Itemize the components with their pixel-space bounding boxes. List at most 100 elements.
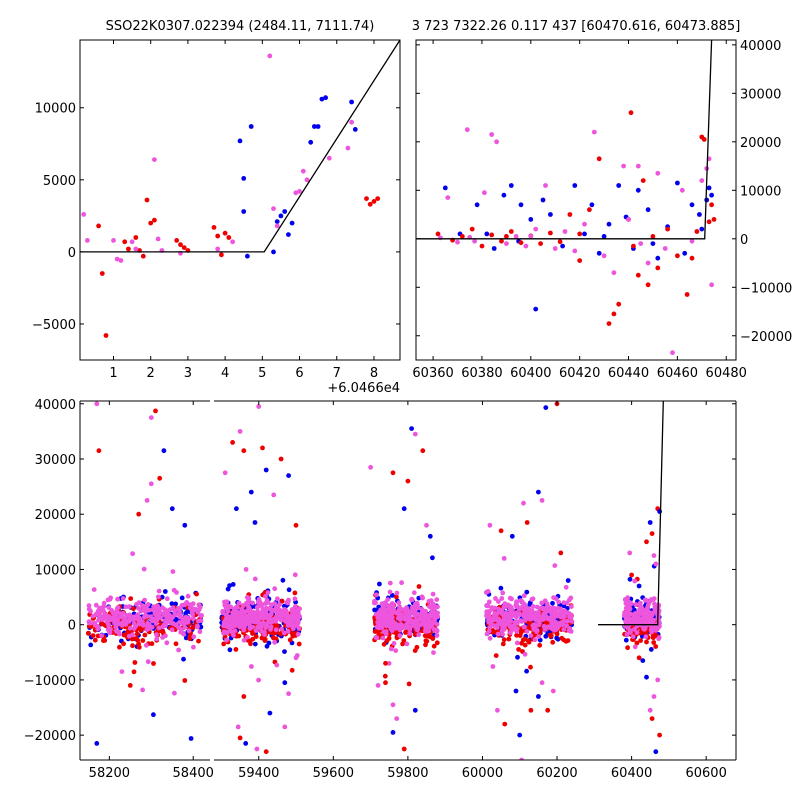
red-point (561, 637, 567, 643)
x-tick-label: 1 (109, 366, 117, 381)
pink-point (275, 596, 280, 602)
pink-point (270, 608, 276, 613)
pink-point (533, 226, 539, 232)
pink-point (142, 597, 148, 603)
pink-point (300, 168, 306, 174)
pink-point (486, 599, 492, 605)
y-tick-label: −5000 (32, 318, 76, 333)
red-point (371, 199, 377, 204)
red-point (701, 137, 707, 142)
red-point (498, 528, 504, 534)
pink-point (539, 680, 545, 686)
pink-point (501, 615, 507, 620)
pink-point (416, 632, 422, 638)
pink-point (490, 664, 496, 669)
pink-point (135, 612, 141, 617)
blue-point (543, 405, 549, 410)
y-tick-label: 5000 (43, 174, 76, 189)
pink-point (156, 588, 162, 594)
pink-point (644, 615, 649, 621)
pink-point (182, 624, 188, 630)
y-tick-label: 20000 (35, 508, 76, 523)
pink-point (141, 623, 146, 628)
red-point (95, 633, 101, 639)
pink-point (435, 610, 440, 616)
red-point (233, 647, 239, 652)
blue-point (631, 607, 637, 613)
red-point (144, 197, 150, 203)
pink-point (410, 618, 416, 624)
pink-point (414, 600, 420, 606)
blue-point (248, 489, 254, 495)
pink-point (522, 651, 528, 657)
pink-point (86, 606, 92, 612)
pink-point (427, 604, 432, 609)
blue-point (286, 232, 291, 238)
red-point (434, 640, 440, 646)
pink-point (230, 239, 236, 245)
red-point (293, 522, 299, 528)
pink-point (539, 498, 545, 503)
model-line (80, 40, 400, 253)
pink-point (255, 617, 261, 623)
red-point (655, 265, 661, 271)
pink-point (387, 589, 393, 595)
pink-point (482, 190, 487, 196)
red-point (526, 639, 532, 645)
pink-point (263, 593, 268, 599)
pink-point (112, 620, 117, 626)
pink-point (282, 609, 288, 615)
pink-point (288, 614, 293, 619)
red-point (504, 234, 509, 239)
pink-point (423, 627, 428, 633)
red-point (587, 207, 592, 213)
pink-point (487, 522, 493, 528)
x-tick-label: 60460 (657, 366, 698, 381)
pink-point (189, 610, 195, 615)
red-point (367, 201, 373, 207)
blue-point (181, 656, 186, 662)
pink-point (114, 256, 120, 262)
pink-point (396, 600, 402, 606)
blue-point (644, 674, 649, 680)
red-point (479, 243, 485, 249)
x-tick-label: 4 (221, 366, 229, 381)
red-point (226, 235, 232, 240)
pink-point (547, 615, 552, 621)
red-point (375, 196, 381, 202)
pink-point (297, 614, 302, 620)
y-tick-label: 40000 (35, 398, 76, 413)
pink-point (431, 610, 437, 616)
x-tick-label: 60200 (536, 766, 577, 781)
blue-point (241, 176, 247, 181)
pink-point (284, 615, 290, 621)
pink-point (514, 602, 519, 607)
pink-point (282, 724, 288, 730)
blue-point (442, 185, 448, 191)
red-point (520, 637, 526, 643)
pink-point (268, 611, 274, 617)
red-point (517, 633, 523, 638)
pink-point (140, 603, 145, 608)
pink-point (565, 618, 570, 624)
pink-point (225, 617, 230, 623)
blue-point (352, 126, 358, 132)
pink-point (243, 615, 249, 620)
blue-point (509, 533, 515, 539)
pink-point (494, 611, 500, 617)
pink-point (651, 617, 656, 623)
pink-point (430, 591, 436, 597)
blue-point (655, 255, 661, 261)
pink-point (232, 623, 238, 628)
pink-point (293, 190, 299, 196)
pink-point (163, 633, 168, 639)
blue-point (390, 730, 396, 735)
pink-point (624, 631, 630, 637)
pink-point (532, 627, 538, 633)
pink-point (434, 621, 440, 627)
pink-point (292, 572, 298, 578)
blue-point (524, 668, 529, 674)
x-tick-label: 60420 (559, 366, 600, 381)
pink-point (632, 644, 638, 650)
blue-point (282, 209, 288, 214)
